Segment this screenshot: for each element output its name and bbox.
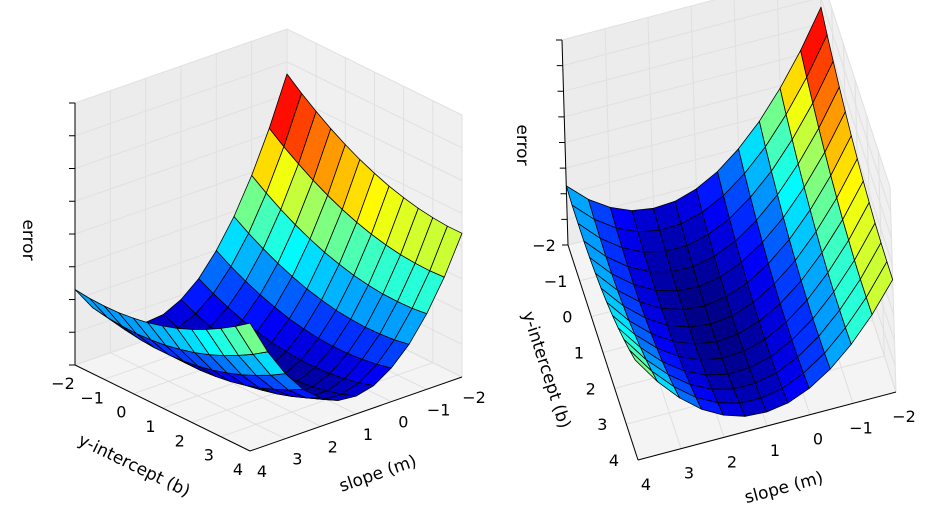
slope-tick-label: 2 bbox=[727, 452, 737, 471]
y-intercept-tick-label: 2 bbox=[175, 431, 185, 450]
surface-face bbox=[865, 261, 894, 316]
slope-tick-label: −1 bbox=[427, 400, 451, 419]
grid-line bbox=[74, 28, 463, 116]
y-intercept-tick-label: 3 bbox=[597, 415, 607, 434]
slope-tick-label: 0 bbox=[398, 413, 408, 432]
grid-line bbox=[561, 0, 891, 188]
y-intercept-tick-label: 4 bbox=[233, 460, 243, 479]
grid-line bbox=[74, 61, 463, 149]
y-intercept-tick-label: −2 bbox=[532, 236, 556, 255]
surface-face bbox=[800, 6, 828, 78]
surface-face bbox=[429, 225, 463, 278]
slope-tick-label: −2 bbox=[892, 407, 916, 426]
slope-tick-label: 4 bbox=[257, 462, 267, 481]
grid-line bbox=[562, 0, 892, 213]
error-surface bbox=[74, 73, 463, 401]
y-intercept-tick-label: 1 bbox=[574, 344, 584, 363]
slope-tick-label: −1 bbox=[849, 418, 873, 437]
y-intercept-axis-line bbox=[74, 364, 251, 452]
surface-face bbox=[629, 349, 658, 383]
slope-tick-label: 3 bbox=[684, 464, 694, 483]
slope-axis-line bbox=[249, 376, 463, 452]
surface-face bbox=[234, 322, 269, 355]
slope-axis-line bbox=[637, 391, 897, 461]
slope-tick-label: 1 bbox=[363, 425, 373, 444]
y-intercept-tick-label: 2 bbox=[586, 379, 596, 398]
y-intercept-tick-label: 0 bbox=[562, 308, 572, 327]
y-intercept-tick-label: −1 bbox=[80, 388, 104, 407]
slope-tick-label: 2 bbox=[328, 437, 338, 456]
slope-tick-label: 3 bbox=[292, 450, 302, 469]
y-intercept-tick-label: 4 bbox=[609, 451, 619, 470]
slope-tick-label: 4 bbox=[641, 475, 651, 494]
y-intercept-axis-line bbox=[567, 244, 639, 461]
error-surface bbox=[565, 6, 894, 417]
error-axis-label: error bbox=[18, 219, 38, 260]
slope-tick-label: 1 bbox=[770, 441, 780, 460]
slope-tick-label: 0 bbox=[813, 430, 823, 449]
slope-tick-label: −2 bbox=[462, 388, 486, 407]
y-intercept-tick-label: −2 bbox=[51, 374, 75, 393]
y-intercept-tick-label: 0 bbox=[116, 403, 126, 422]
slope-axis-label: slope (m) bbox=[337, 451, 420, 496]
y-intercept-axis-label: y-intercept (b) bbox=[518, 309, 575, 431]
error-axis-label: error bbox=[512, 124, 532, 165]
y-intercept-tick-label: 3 bbox=[204, 446, 214, 465]
axes bbox=[556, 39, 897, 461]
y-intercept-tick-label: −1 bbox=[544, 272, 568, 291]
y-intercept-tick-label: 1 bbox=[145, 417, 155, 436]
axes bbox=[69, 102, 463, 452]
slope-axis-label: slope (m) bbox=[743, 468, 826, 508]
